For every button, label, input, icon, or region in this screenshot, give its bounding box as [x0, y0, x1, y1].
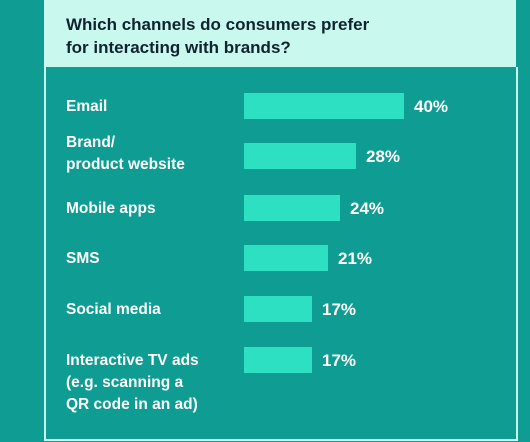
chart-header: Which channels do consumers prefer for i…: [44, 0, 516, 67]
category-label-5: Interactive TV ads (e.g. scanning a QR cod…: [66, 352, 199, 413]
chart-panel: [44, 67, 518, 441]
category-label-1: Brand/product website: [66, 134, 185, 173]
category-label-3: SMS: [66, 250, 100, 267]
bar-3: [244, 245, 328, 271]
category-label-4: Social media: [66, 301, 161, 318]
value-label-3: 21%: [338, 249, 372, 268]
bar-5: [244, 347, 312, 373]
bar-4: [244, 296, 312, 322]
bar-1: [244, 143, 356, 169]
chart-title: Which channels do consumers prefer for i…: [66, 15, 370, 57]
bar-0: [244, 93, 404, 119]
value-label-4: 17%: [322, 300, 356, 319]
category-label-0: Email: [66, 98, 107, 115]
category-label-2: Mobile apps: [66, 200, 156, 217]
value-label-2: 24%: [350, 199, 384, 218]
value-label-1: 28%: [366, 147, 400, 166]
value-label-5: 17%: [322, 351, 356, 370]
value-label-0: 40%: [414, 97, 448, 116]
bar-2: [244, 195, 340, 221]
